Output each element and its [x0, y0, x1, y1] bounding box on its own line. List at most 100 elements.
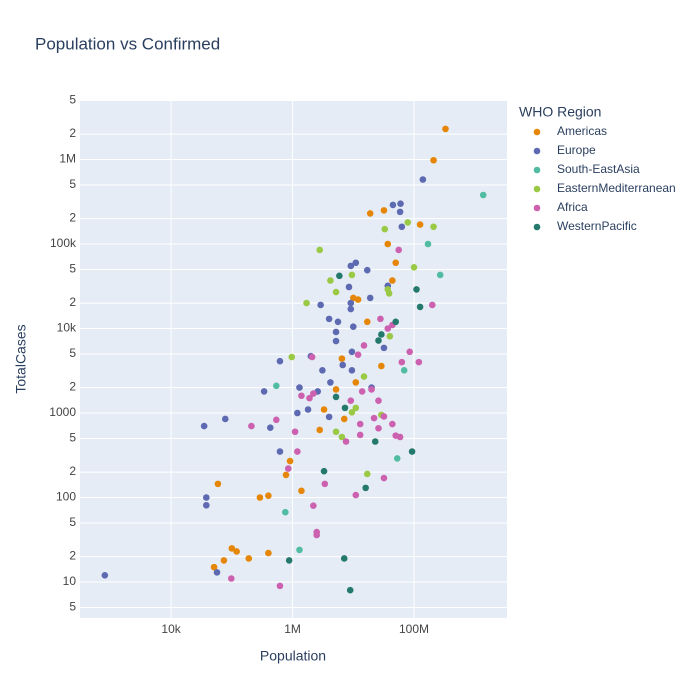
point [352, 491, 360, 499]
point [358, 388, 366, 395]
point [260, 388, 268, 395]
point [282, 471, 290, 479]
point [220, 557, 228, 564]
point [378, 362, 385, 370]
chart-title: Population vs Confirmed [35, 34, 220, 53]
point [375, 397, 382, 404]
legend-title: WHO Region [519, 104, 601, 120]
y-tick-label: 2 [69, 126, 76, 140]
point [386, 332, 394, 340]
point [308, 353, 316, 361]
point [233, 548, 240, 555]
point [310, 390, 317, 397]
point [319, 367, 326, 374]
y-tick-label: 2 [69, 464, 76, 478]
point [360, 342, 368, 349]
point [380, 413, 388, 420]
x-tick-label: 10k [161, 622, 181, 636]
point [339, 361, 347, 369]
point [288, 353, 296, 361]
point [380, 474, 388, 482]
point [321, 480, 329, 488]
point [284, 465, 292, 472]
point [396, 208, 404, 216]
point [410, 264, 418, 271]
point [347, 262, 355, 270]
point [203, 494, 210, 501]
point [424, 240, 432, 248]
point [392, 259, 400, 267]
point [415, 358, 423, 366]
point [298, 487, 305, 495]
legend-label: South-EastAsia [557, 162, 640, 176]
point [356, 431, 364, 439]
point [214, 480, 222, 488]
point [273, 416, 280, 424]
point [338, 433, 346, 441]
point [273, 382, 280, 390]
point [266, 424, 274, 432]
point [294, 448, 301, 455]
point [313, 531, 321, 539]
point [430, 223, 437, 231]
point [416, 221, 424, 228]
point [352, 379, 360, 386]
point [368, 386, 375, 393]
point [345, 283, 353, 291]
point [408, 448, 416, 455]
y-axis-title: TotalCases [13, 324, 29, 393]
point [397, 200, 404, 207]
legend-marker [533, 128, 541, 136]
y-tick-label: 10 [63, 574, 77, 588]
point [389, 277, 396, 284]
point [363, 318, 371, 326]
point [210, 563, 218, 571]
legend-label: Europe [557, 143, 596, 157]
point [398, 358, 406, 366]
legend-marker [533, 204, 541, 212]
point [352, 259, 360, 267]
point [384, 240, 392, 248]
point [398, 223, 406, 231]
point [286, 457, 294, 465]
y-tick-label: 5 [69, 93, 76, 107]
legend-marker [533, 223, 541, 231]
grid [80, 99, 507, 618]
point [276, 582, 284, 590]
x-axis-title: Population [260, 648, 326, 664]
y-tick-label: 5 [69, 262, 76, 276]
point [316, 426, 324, 434]
y-tick-label: 2 [69, 295, 76, 309]
marks [101, 125, 487, 594]
point [340, 555, 348, 562]
point [101, 572, 109, 579]
point [396, 433, 404, 441]
point [342, 438, 350, 445]
point [347, 397, 355, 404]
point [419, 176, 427, 183]
point [291, 428, 299, 436]
point [371, 438, 379, 445]
y-tick-label: 5 [69, 346, 76, 360]
point [294, 409, 301, 417]
point [296, 384, 303, 391]
point [366, 294, 374, 302]
point [356, 420, 364, 428]
point [227, 575, 235, 582]
point [363, 470, 371, 478]
point [384, 325, 392, 332]
point [354, 296, 362, 303]
point [282, 508, 289, 516]
legend-label: Americas [557, 124, 607, 138]
y-tick-label: 10k [57, 321, 77, 335]
point [332, 393, 340, 401]
point [310, 502, 317, 509]
point [276, 448, 284, 455]
point [442, 125, 449, 133]
point [338, 355, 346, 362]
point [221, 415, 229, 423]
point [389, 420, 396, 428]
point [298, 392, 305, 400]
point [360, 373, 368, 380]
